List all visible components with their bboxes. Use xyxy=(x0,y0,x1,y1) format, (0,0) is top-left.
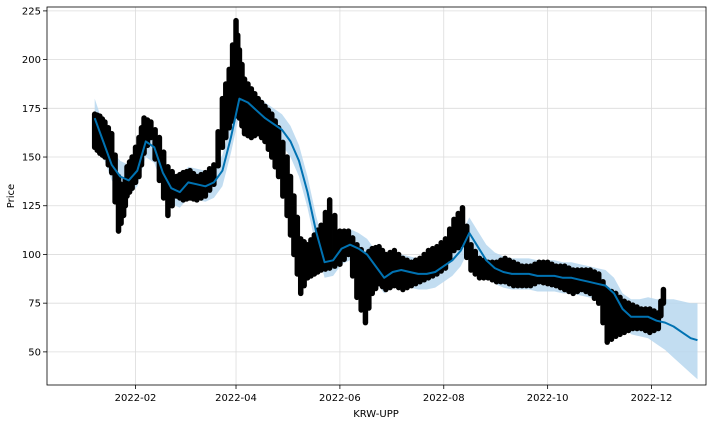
y-tick-label: 50 xyxy=(28,347,41,358)
plot-frame xyxy=(46,6,707,386)
forecast-line xyxy=(93,97,698,342)
y-tick-label: 125 xyxy=(22,201,41,212)
forecast-line-path xyxy=(93,97,698,342)
x-tick-label: 2022-12 xyxy=(631,393,673,404)
y-tick-label: 150 xyxy=(22,153,41,164)
plot-area xyxy=(47,7,706,385)
x-tick-label: 2022-04 xyxy=(215,393,257,404)
y-axis-ticks: 50 75 100 125 150 175 200 225 xyxy=(22,6,47,358)
x-tick-label: 2022-08 xyxy=(423,393,465,404)
x-axis-ticks: 2022-02 2022-04 2022-06 2022-08 2022-10 2022-… xyxy=(115,385,673,404)
x-tick-label: 2022-02 xyxy=(115,393,157,404)
y-tick-label: 200 xyxy=(22,55,41,66)
x-tick-label: 2022-06 xyxy=(319,393,361,404)
x-tick-label: 2022-10 xyxy=(527,393,569,404)
y-axis-label: Price xyxy=(6,184,17,208)
y-tick-label: 100 xyxy=(22,250,41,261)
y-tick-label: 225 xyxy=(22,6,41,17)
x-axis-label: KRW-UPP xyxy=(353,409,399,420)
y-tick-label: 75 xyxy=(28,299,41,310)
y-tick-label: 175 xyxy=(22,104,41,115)
